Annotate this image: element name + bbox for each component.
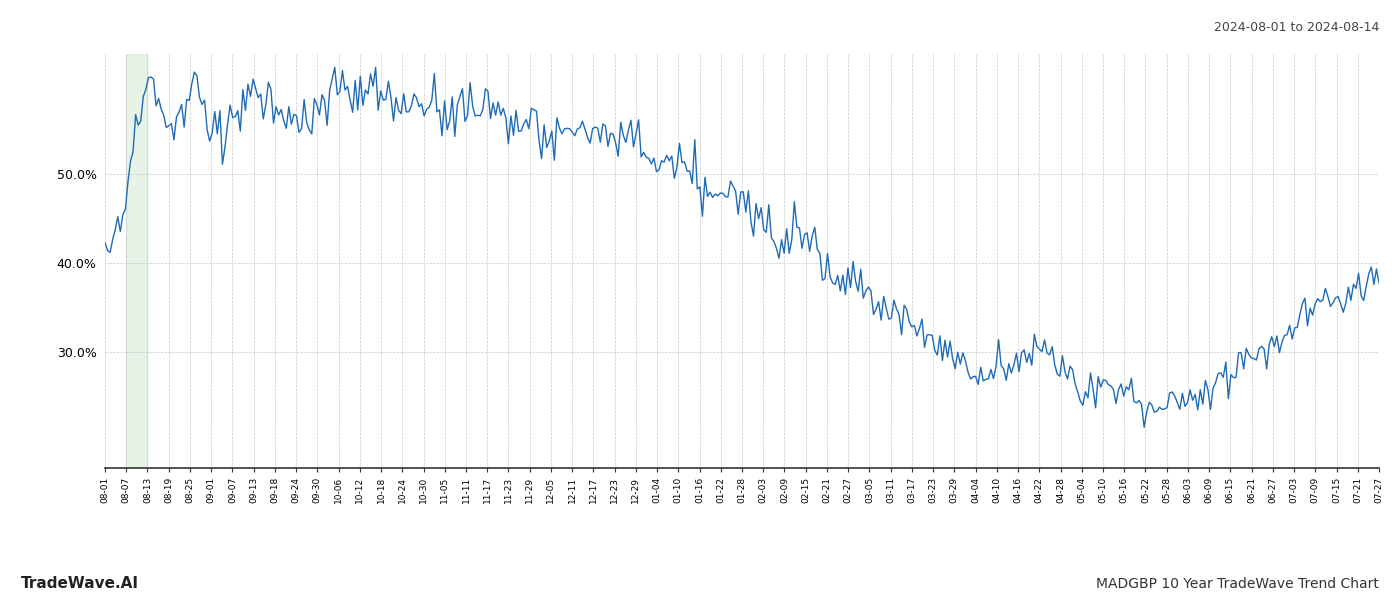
Text: 2024-08-01 to 2024-08-14: 2024-08-01 to 2024-08-14 (1214, 21, 1379, 34)
Bar (126, 54, 147, 468)
Text: MADGBP 10 Year TradeWave Trend Chart: MADGBP 10 Year TradeWave Trend Chart (1096, 577, 1379, 591)
Text: TradeWave.AI: TradeWave.AI (21, 576, 139, 591)
